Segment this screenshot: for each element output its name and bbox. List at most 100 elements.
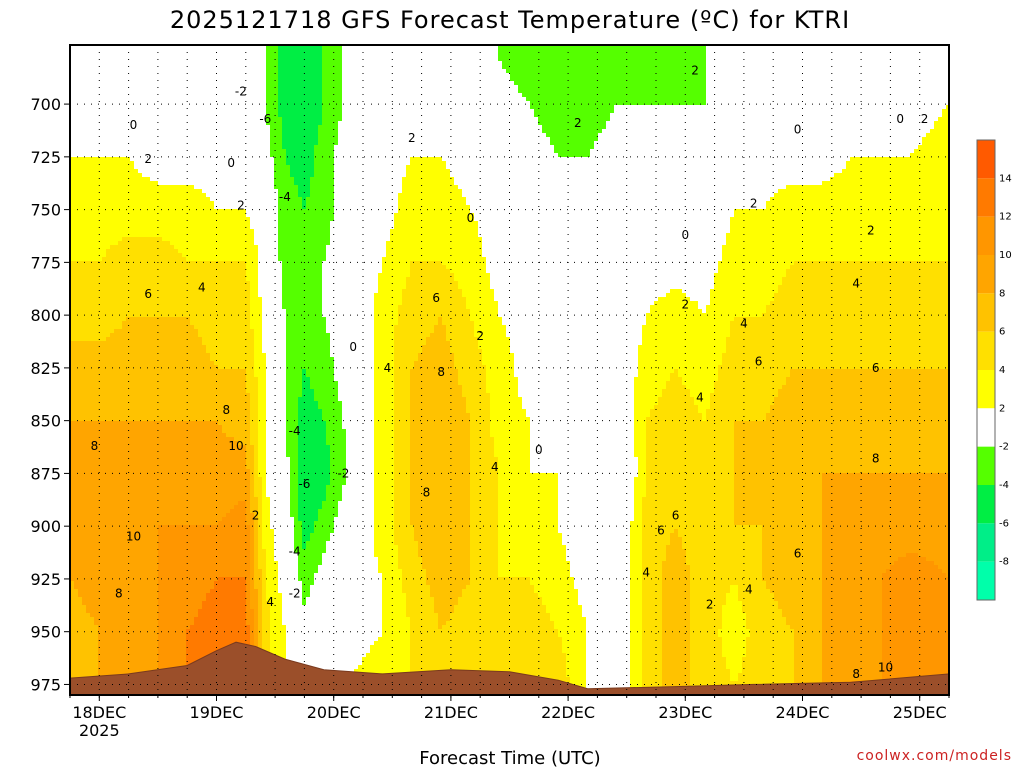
- field-cell: [942, 573, 946, 695]
- field-cell: [738, 601, 742, 673]
- field-cell: [118, 157, 122, 241]
- field-cell: [178, 253, 182, 317]
- field-cell: [714, 45, 718, 273]
- field-cell: [118, 241, 122, 329]
- field-cell: [370, 45, 374, 645]
- field-cell: [210, 201, 214, 261]
- field-cell: [754, 209, 758, 317]
- field-cell: [86, 261, 90, 341]
- field-cell: [502, 325, 506, 577]
- field-cell: [246, 217, 250, 281]
- contour-label: 2: [691, 63, 699, 77]
- field-cell: [86, 157, 90, 261]
- field-cell: [314, 145, 318, 401]
- field-cell: [754, 525, 758, 695]
- field-cell: [302, 605, 306, 695]
- field-cell: [670, 533, 674, 695]
- field-cell: [90, 341, 94, 421]
- field-cell: [94, 261, 98, 341]
- field-cell: [346, 45, 350, 695]
- field-cell: [558, 533, 562, 637]
- field-cell: [98, 157, 102, 261]
- y-tick-label: 800: [30, 306, 61, 325]
- field-cell: [894, 157, 898, 261]
- y-tick-label: 950: [30, 623, 61, 642]
- field-cell: [266, 125, 270, 497]
- field-cell: [190, 525, 194, 625]
- field-cell: [470, 45, 474, 213]
- field-cell: [674, 529, 678, 695]
- field-cell: [526, 45, 530, 101]
- field-cell: [374, 641, 378, 695]
- field-cell: [774, 601, 778, 695]
- field-cell: [834, 369, 838, 473]
- field-cell: [590, 149, 594, 695]
- field-cell: [402, 593, 406, 695]
- field-cell: [354, 45, 358, 669]
- field-cell: [298, 581, 302, 695]
- field-cell: [442, 625, 446, 695]
- field-cell: [874, 157, 878, 261]
- field-cell: [426, 261, 430, 337]
- field-cell: [534, 117, 538, 473]
- field-cell: [434, 325, 438, 613]
- contour-label: 4: [740, 317, 748, 331]
- field-cell: [610, 45, 614, 113]
- field-cell: [174, 45, 178, 185]
- field-cell: [322, 317, 326, 421]
- field-cell: [726, 669, 730, 695]
- colorbar-tick-label: -2: [999, 442, 1009, 453]
- field-cell: [818, 45, 822, 185]
- field-cell: [662, 561, 666, 695]
- field-cell: [546, 473, 550, 613]
- field-cell: [898, 261, 902, 369]
- field-cell: [874, 369, 878, 473]
- field-cell: [142, 45, 146, 177]
- field-cell: [930, 473, 934, 561]
- field-cell: [666, 381, 670, 545]
- field-cell: [902, 557, 906, 695]
- field-cell: [114, 157, 118, 245]
- x-tick-label: 23DEC: [658, 703, 712, 722]
- field-cell: [734, 317, 738, 421]
- field-cell: [418, 353, 422, 557]
- field-cell: [774, 397, 778, 601]
- contour-label: 2: [144, 152, 152, 166]
- field-cell: [478, 45, 482, 237]
- field-cell: [902, 157, 906, 261]
- field-cell: [122, 45, 126, 157]
- field-cell: [430, 597, 434, 695]
- field-cell: [94, 625, 98, 695]
- contour-label: -4: [279, 190, 291, 204]
- field-cell: [238, 501, 242, 577]
- field-cell: [298, 521, 302, 581]
- field-cell: [118, 329, 122, 421]
- field-cell: [170, 317, 174, 421]
- field-cell: [706, 409, 710, 695]
- field-cell: [290, 45, 294, 177]
- field-cell: [814, 261, 818, 369]
- field-cell: [882, 473, 886, 573]
- field-cell: [618, 45, 622, 105]
- field-cell: [818, 261, 822, 369]
- field-cell: [938, 569, 942, 695]
- field-cell: [770, 197, 774, 301]
- field-cell: [778, 609, 782, 695]
- field-cell: [506, 577, 510, 695]
- field-cell: [914, 553, 918, 695]
- contour-label: 4: [266, 595, 274, 609]
- field-cell: [886, 569, 890, 695]
- field-cell: [146, 237, 150, 317]
- field-cell: [630, 521, 634, 695]
- field-cell: [746, 525, 750, 629]
- field-cell: [674, 105, 678, 289]
- field-cell: [90, 421, 94, 617]
- field-cell: [254, 589, 258, 695]
- field-cell: [698, 413, 702, 695]
- field-cell: [758, 317, 762, 421]
- field-cell: [866, 45, 870, 157]
- field-cell: [258, 477, 262, 569]
- field-cell: [910, 553, 914, 695]
- field-cell: [102, 341, 106, 421]
- colorbar-legend: 14 12 10 8 6 4 2 -2 -4 -6 -8: [976, 139, 1012, 601]
